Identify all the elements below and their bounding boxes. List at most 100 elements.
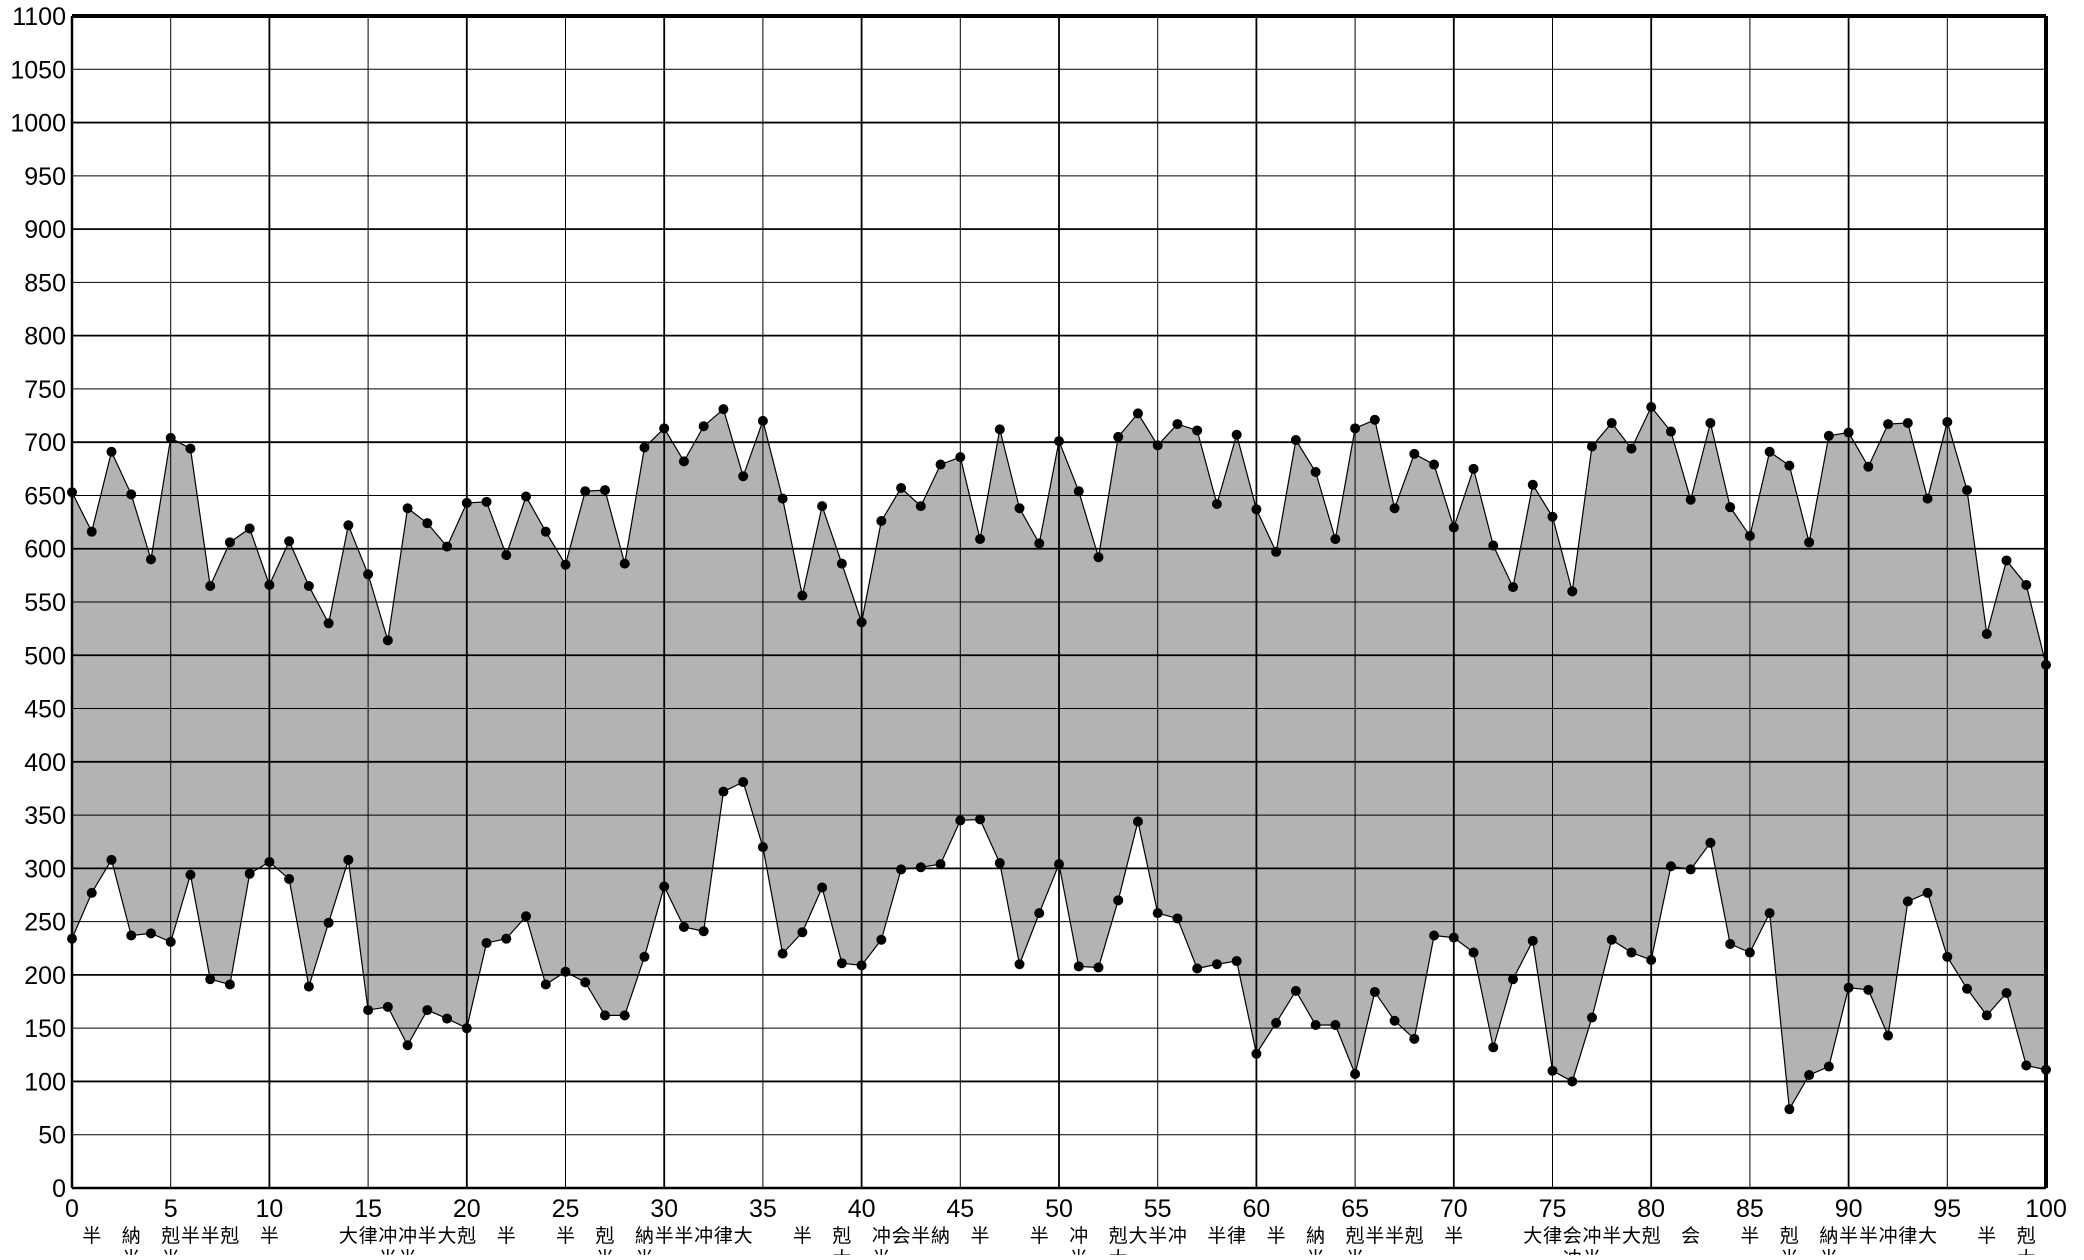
data-point-lower bbox=[1863, 984, 1874, 995]
data-point-lower bbox=[244, 868, 255, 879]
annotation-label: 半 bbox=[556, 1225, 575, 1247]
data-point-lower bbox=[1626, 947, 1637, 958]
x-tick-label: 25 bbox=[552, 1195, 580, 1223]
data-point-upper bbox=[1369, 414, 1380, 425]
data-point-upper bbox=[1448, 522, 1459, 533]
data-point-upper bbox=[1468, 463, 1479, 474]
data-point-upper bbox=[1073, 486, 1084, 497]
data-point-upper bbox=[2001, 555, 2012, 566]
data-point-upper bbox=[126, 489, 137, 500]
data-point-lower bbox=[639, 951, 650, 962]
data-point-upper bbox=[481, 496, 492, 507]
data-point-lower bbox=[1725, 939, 1736, 950]
data-point-lower bbox=[1606, 934, 1617, 945]
annotation-label: 半 bbox=[398, 1248, 417, 1255]
annotation-label: 大 bbox=[438, 1225, 457, 1247]
data-point-upper bbox=[1409, 448, 1420, 459]
data-point-lower bbox=[1804, 1070, 1815, 1081]
data-point-upper bbox=[738, 471, 749, 482]
y-tick-label: 850 bbox=[24, 269, 66, 297]
y-tick-label: 100 bbox=[24, 1068, 66, 1096]
data-point-upper bbox=[817, 501, 828, 512]
annotation-label: 納 bbox=[122, 1225, 141, 1247]
data-point-lower bbox=[1152, 908, 1163, 919]
data-point-upper bbox=[659, 423, 670, 434]
point-layer bbox=[67, 402, 2051, 1115]
x-tick-label: 20 bbox=[453, 1195, 481, 1223]
data-point-upper bbox=[1883, 419, 1894, 430]
data-point-lower bbox=[1508, 974, 1519, 985]
data-point-upper bbox=[1192, 425, 1203, 436]
data-point-upper bbox=[284, 536, 295, 547]
data-point-lower bbox=[955, 815, 966, 826]
x-tick-label: 100 bbox=[2025, 1195, 2067, 1223]
data-point-upper bbox=[382, 635, 393, 646]
data-point-lower bbox=[145, 928, 156, 939]
data-point-upper bbox=[1922, 493, 1933, 504]
data-point-lower bbox=[363, 1005, 374, 1016]
annotation-label: 半 bbox=[1977, 1225, 1996, 1247]
y-tick-label: 0 bbox=[52, 1175, 66, 1203]
annotation-label: 半 bbox=[82, 1225, 101, 1247]
data-point-lower bbox=[165, 936, 176, 947]
annotation-label: 半 bbox=[635, 1248, 654, 1255]
data-point-lower bbox=[1014, 959, 1025, 970]
data-point-upper bbox=[1843, 427, 1854, 438]
data-point-lower bbox=[1113, 895, 1124, 906]
data-point-lower bbox=[1330, 1019, 1341, 1030]
data-point-lower bbox=[382, 1001, 393, 1012]
data-point-lower bbox=[1172, 913, 1183, 924]
data-point-lower bbox=[422, 1005, 433, 1016]
annotation-label: 大 bbox=[1622, 1225, 1641, 1247]
annotation-label: 剋 bbox=[1642, 1225, 1661, 1247]
data-point-lower bbox=[540, 979, 551, 990]
data-point-lower bbox=[481, 937, 492, 948]
data-point-lower bbox=[599, 1010, 610, 1021]
data-point-lower bbox=[1429, 930, 1440, 941]
data-point-upper bbox=[303, 581, 314, 592]
annotation-label: 半 bbox=[122, 1248, 141, 1255]
data-point-lower bbox=[698, 926, 709, 937]
y-tick-label: 800 bbox=[24, 323, 66, 351]
data-point-lower bbox=[718, 786, 729, 797]
data-point-lower bbox=[1567, 1076, 1578, 1087]
data-point-lower bbox=[106, 854, 117, 865]
annotation-label: 剋 bbox=[2017, 1225, 2036, 1247]
data-point-upper bbox=[1962, 485, 1973, 496]
annotation-label: 会 bbox=[1563, 1225, 1582, 1247]
data-point-upper bbox=[2021, 579, 2032, 590]
data-point-upper bbox=[836, 558, 847, 569]
data-point-lower bbox=[1034, 908, 1045, 919]
data-point-lower bbox=[1685, 864, 1696, 875]
data-point-lower bbox=[461, 1023, 472, 1034]
annotation-label: 律 bbox=[1227, 1225, 1246, 1247]
data-point-lower bbox=[1271, 1017, 1282, 1028]
data-point-upper bbox=[955, 452, 966, 463]
data-point-lower bbox=[1369, 986, 1380, 997]
annotation-label: 剋 bbox=[1405, 1225, 1424, 1247]
data-point-upper bbox=[185, 443, 196, 454]
data-point-upper bbox=[323, 618, 334, 629]
x-tick-label: 70 bbox=[1440, 1195, 1468, 1223]
data-point-upper bbox=[1508, 582, 1519, 593]
data-point-lower bbox=[284, 874, 295, 885]
x-tick-label: 45 bbox=[946, 1195, 974, 1223]
x-tick-label: 0 bbox=[65, 1195, 79, 1223]
annotation-label: 半 bbox=[1148, 1225, 1167, 1247]
data-point-upper bbox=[205, 581, 216, 592]
data-point-lower bbox=[264, 856, 275, 867]
annotation-label: 剋 bbox=[1346, 1225, 1365, 1247]
y-tick-label: 300 bbox=[24, 855, 66, 883]
annotation-label: 半 bbox=[674, 1225, 693, 1247]
annotation-label: 半 bbox=[1267, 1225, 1286, 1247]
data-point-lower bbox=[1527, 935, 1538, 946]
annotation-label: 半 bbox=[1602, 1225, 1621, 1247]
annotation-label: 大 bbox=[1523, 1225, 1542, 1247]
annotation-label: 納 bbox=[1306, 1225, 1325, 1247]
data-point-lower bbox=[560, 966, 571, 977]
data-point-upper bbox=[1389, 503, 1400, 514]
x-tick-label: 5 bbox=[164, 1195, 178, 1223]
annotation-label: 律 bbox=[1898, 1225, 1917, 1247]
data-point-upper bbox=[1744, 530, 1755, 541]
